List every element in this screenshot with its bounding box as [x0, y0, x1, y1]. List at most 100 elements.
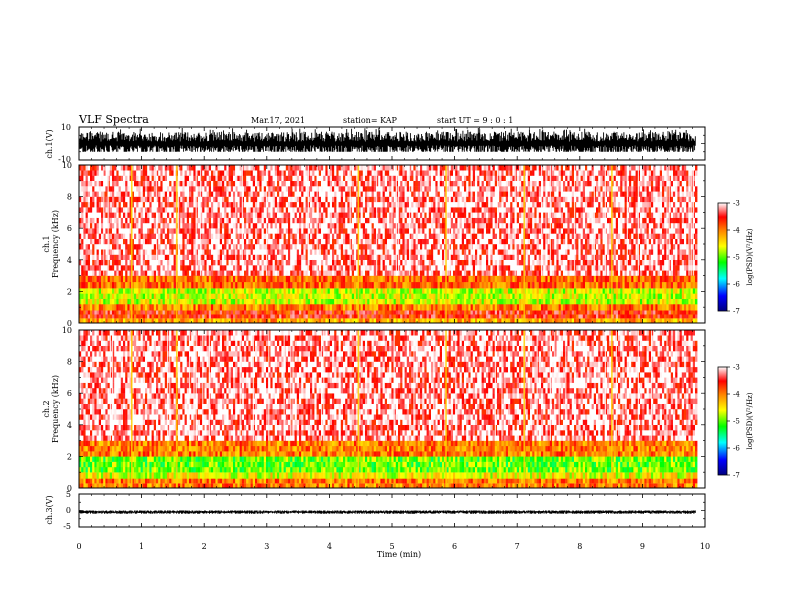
spectrogram-cell: [237, 318, 240, 324]
spectrogram-cell: [360, 180, 363, 187]
spectrogram-cell: [158, 180, 161, 187]
spectrogram-cell: [211, 222, 214, 229]
spectrogram-cell: [114, 170, 117, 176]
spectrogram-cell: [402, 170, 405, 176]
spectrogram-cell: [94, 254, 97, 260]
spectrogram-cell: [292, 233, 295, 239]
spectrogram-cell: [310, 249, 313, 255]
spectrogram-cell: [197, 275, 201, 283]
spectrogram-cell: [211, 186, 214, 192]
spectrogram-cell: [266, 281, 269, 289]
spectrogram-cell: [277, 165, 280, 171]
spectrogram-cell: [338, 212, 341, 218]
spectrogram-cell: [191, 228, 194, 234]
spectrogram-cell: [134, 186, 137, 192]
spectrogram-cell: [303, 170, 306, 176]
spectrogram-cell: [118, 310, 121, 315]
spectrogram-cell: [354, 265, 357, 271]
spectrogram-cell: [378, 212, 381, 218]
spectrogram-cell: [151, 233, 154, 239]
spectrogram-cell: [123, 304, 126, 311]
spectrogram-cell: [180, 217, 183, 224]
spectrogram-cell: [162, 212, 165, 218]
spectrogram-cell: [149, 186, 152, 192]
spectrogram-cell: [96, 293, 99, 299]
spectrogram-cell: [193, 270, 196, 276]
spectrogram-cell: [233, 270, 236, 276]
spectrogram-cell: [173, 288, 176, 294]
spectrogram-cell: [197, 186, 201, 192]
spectrogram-cell: [296, 186, 300, 192]
spectrogram-cell: [338, 259, 341, 266]
spectrogram-cell: [294, 259, 297, 266]
spectrogram-cell: [208, 201, 212, 208]
spectrogram-cell: [151, 228, 154, 234]
spectrogram-cell: [250, 310, 253, 315]
spectrogram-cell: [79, 175, 82, 181]
spectrogram-cell: [404, 186, 407, 192]
spectrogram-cell: [338, 270, 341, 276]
spectrogram-cell: [413, 196, 416, 203]
spectrogram-cell: [378, 249, 381, 255]
spectrogram-cell: [270, 170, 273, 176]
spectrogram-cell: [321, 254, 324, 260]
spectrogram-cell: [101, 233, 104, 239]
spectrogram-cell: [116, 254, 119, 260]
spectrogram-cell: [147, 233, 150, 239]
spectrogram-cell: [420, 222, 423, 229]
spectrogram-cell: [90, 228, 93, 234]
spectrogram-cell: [296, 217, 300, 224]
spectrogram-cell: [268, 288, 271, 294]
spectrogram-cell: [109, 318, 113, 324]
spectrogram-cell: [204, 186, 207, 192]
spectrogram-cell: [356, 180, 359, 187]
spectrogram-cell: [219, 217, 223, 224]
spectrogram-cell: [413, 238, 416, 245]
spectrogram-cell: [140, 233, 143, 239]
spectrogram-cell: [79, 314, 82, 319]
spectrogram-cell: [433, 228, 436, 234]
spectrogram-cell: [226, 170, 229, 176]
spectrogram-cell: [433, 288, 436, 294]
spectrogram-cell: [294, 281, 297, 289]
spectrogram-cell: [365, 186, 368, 192]
spectrogram-cell: [424, 298, 427, 305]
spectrogram-cell: [92, 228, 95, 234]
spectrogram-cell: [237, 298, 240, 305]
spectrogram-cell: [340, 165, 344, 171]
spectrogram-cell: [81, 318, 84, 324]
spectrogram-cell: [389, 165, 392, 171]
spectrogram-cell: [230, 207, 234, 213]
spectrogram-cell: [94, 191, 97, 197]
spectrogram-cell: [191, 310, 194, 315]
spectrogram-cell: [107, 175, 110, 181]
spectrogram-cell: [96, 270, 99, 276]
spectrogram-cell: [274, 288, 278, 294]
spectrogram-cell: [125, 222, 128, 229]
spectrogram-cell: [347, 318, 350, 324]
spectrogram-cell: [180, 293, 183, 299]
spectrogram-cell: [103, 293, 106, 299]
spectrogram-cell: [118, 238, 121, 245]
spectrogram-cell: [193, 288, 196, 294]
spectrogram-cell: [239, 186, 242, 192]
spectrogram-cell: [365, 228, 368, 234]
spectrogram-cell: [413, 293, 416, 299]
spectrogram-cell: [413, 304, 416, 311]
spectrogram-cell: [351, 170, 355, 176]
spectrogram-cell: [365, 293, 368, 299]
spectrogram-cell: [277, 217, 280, 224]
spectrogram-cell: [101, 175, 104, 181]
spectrogram-cell: [299, 281, 302, 289]
spectrogram-cell: [87, 222, 91, 229]
spectrogram-cell: [138, 170, 141, 176]
spectrogram-cell: [233, 207, 236, 213]
spectrogram-cell: [321, 170, 324, 176]
spectrogram-cell: [239, 212, 242, 218]
spectrogram-cell: [424, 165, 427, 171]
spectrogram-cell: [373, 254, 377, 260]
spectrogram-cell: [402, 222, 405, 229]
spectrogram-cell: [127, 201, 130, 208]
spectrogram-cell: [354, 304, 357, 311]
spectrogram-cell: [171, 186, 174, 192]
